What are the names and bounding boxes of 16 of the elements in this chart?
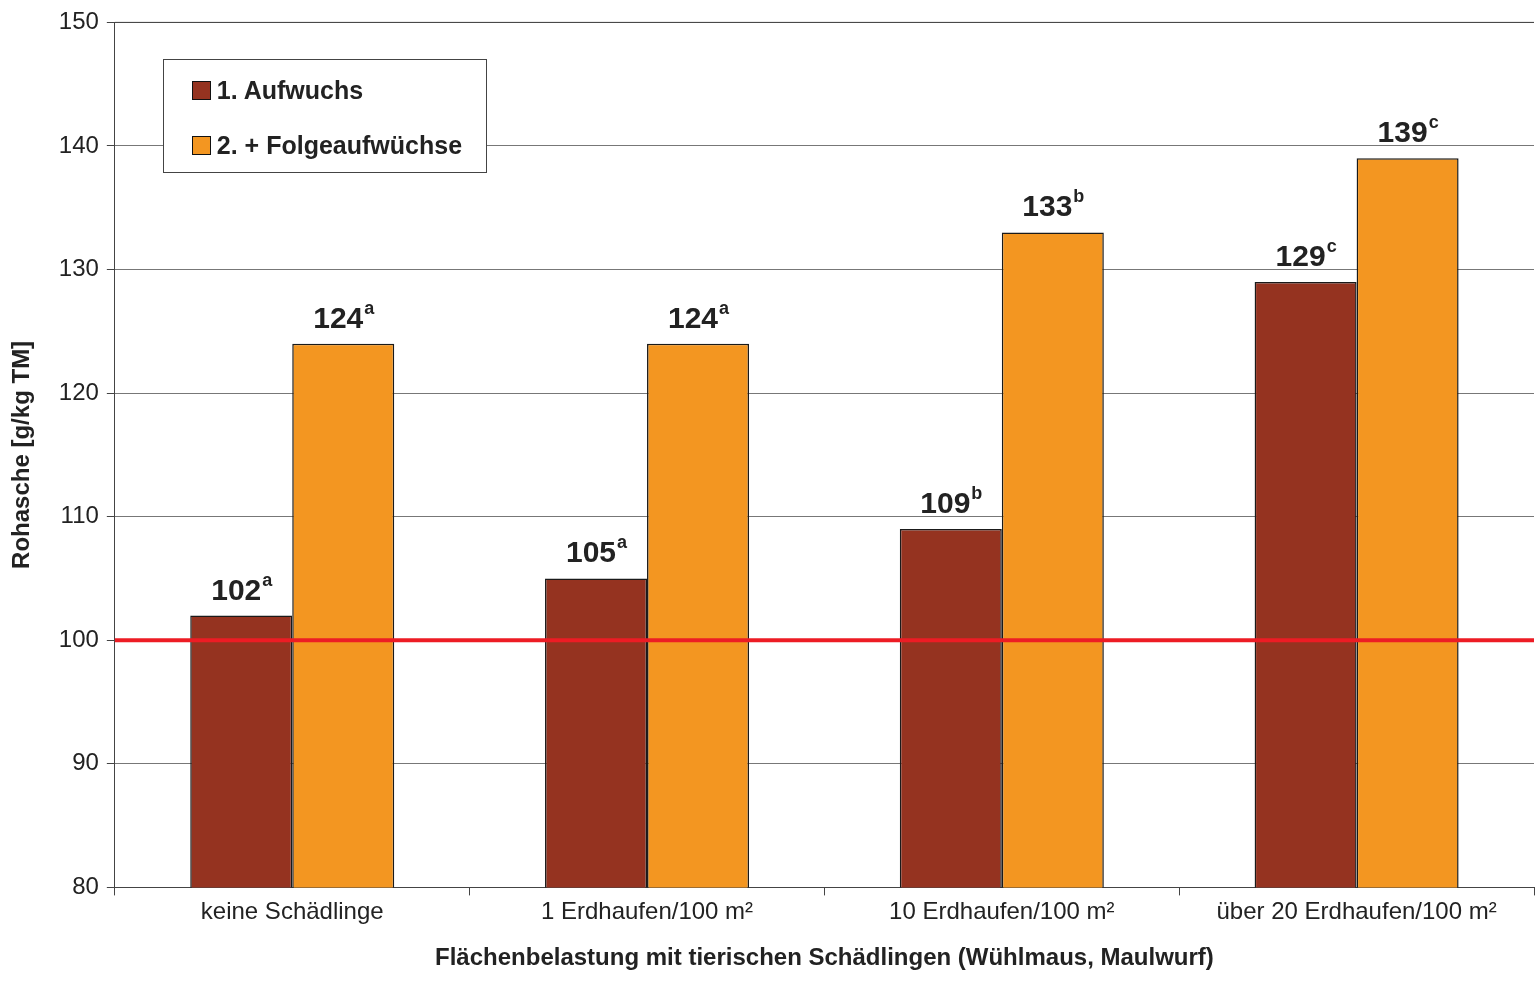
x-axis-title: Flächenbelastung mit tierischen Schädlingen (Wühlmaus, Maulwurf) — [435, 943, 1214, 971]
y-tick-label: 90 — [72, 748, 99, 776]
y-tick-label: 150 — [58, 7, 99, 35]
legend-label: 2. + Folgeaufwüchse — [216, 131, 463, 161]
x-tick-label: 10 Erdhaufen/100 m² — [889, 897, 1115, 925]
x-tick-label: über 20 Erdhaufen/100 m² — [1216, 897, 1497, 925]
y-tick-label: 120 — [58, 377, 99, 405]
y-tick-label: 130 — [58, 254, 99, 282]
x-tick-label: 1 Erdhaufen/100 m² — [540, 897, 754, 925]
legend-label: 1. Aufwuchs — [216, 76, 364, 106]
y-tick-label: 110 — [60, 501, 99, 529]
y-tick-label: 140 — [58, 130, 99, 158]
x-tick-label: keine Schädlinge — [200, 897, 384, 925]
y-axis-title: Rohasche [g/kg TM] — [7, 340, 35, 569]
y-tick-label: 100 — [58, 624, 99, 652]
y-tick-label: 80 — [72, 872, 99, 900]
